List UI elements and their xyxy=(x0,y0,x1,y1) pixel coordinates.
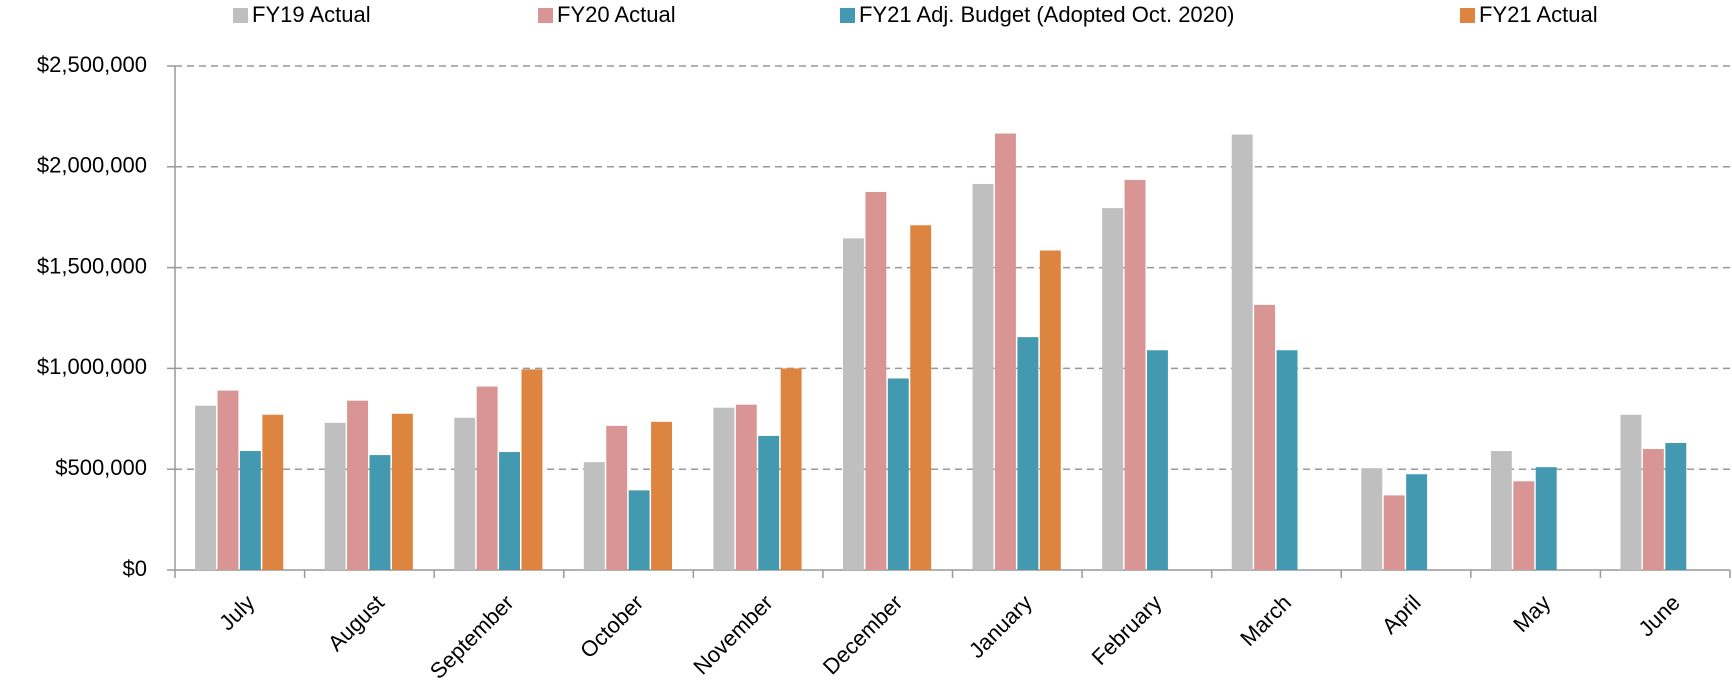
x-tick-label: August xyxy=(323,590,389,656)
bar xyxy=(499,452,521,570)
x-tick-label: December xyxy=(818,590,907,679)
bar xyxy=(780,368,802,570)
bar xyxy=(1620,414,1642,570)
y-tick-label: $0 xyxy=(123,556,147,581)
bar xyxy=(606,425,628,570)
bar xyxy=(369,455,391,570)
bar xyxy=(1147,350,1168,570)
x-tick-label: January xyxy=(964,590,1037,663)
bar xyxy=(347,400,369,570)
bar xyxy=(713,407,735,570)
x-tick-label: July xyxy=(214,590,259,635)
bar xyxy=(972,183,994,570)
bar xyxy=(476,386,498,570)
legend-label: FY19 Actual xyxy=(252,2,371,27)
legend-swatch xyxy=(538,8,553,23)
x-tick-label: November xyxy=(688,590,777,679)
bar xyxy=(1254,304,1276,570)
legend-swatch xyxy=(1460,8,1475,23)
bar xyxy=(521,369,543,570)
bar xyxy=(239,451,261,570)
bar xyxy=(1665,442,1687,570)
bar xyxy=(1361,468,1383,570)
bar xyxy=(391,413,413,570)
legend-label: FY21 Adj. Budget (Adopted Oct. 2020) xyxy=(859,2,1234,27)
bar xyxy=(1231,134,1253,570)
legend-label: FY20 Actual xyxy=(557,2,676,27)
bar xyxy=(324,422,346,570)
bar xyxy=(843,238,864,571)
bar xyxy=(262,414,284,570)
bar xyxy=(1642,449,1664,570)
x-tick-label: October xyxy=(575,590,648,663)
legend-swatch xyxy=(840,8,855,23)
y-tick-label: $2,000,000 xyxy=(37,153,147,178)
y-tick-label: $1,000,000 xyxy=(37,354,147,379)
x-tick-label: February xyxy=(1087,590,1167,670)
bar xyxy=(217,390,239,570)
bar xyxy=(651,421,673,570)
bar xyxy=(195,405,217,570)
bar xyxy=(1406,474,1428,570)
bar xyxy=(1276,350,1298,570)
bar xyxy=(1102,208,1124,571)
y-tick-label: $2,500,000 xyxy=(37,52,147,77)
bar xyxy=(1535,467,1557,570)
bar xyxy=(995,133,1016,570)
bar xyxy=(887,378,909,570)
bar xyxy=(1017,337,1039,570)
bar xyxy=(628,490,650,570)
x-tick-label: April xyxy=(1377,590,1426,639)
x-tick-label: May xyxy=(1508,590,1555,637)
x-tick-label: June xyxy=(1633,590,1684,641)
bar xyxy=(1124,179,1146,571)
y-tick-label: $1,500,000 xyxy=(37,253,147,278)
bar xyxy=(1383,495,1405,570)
bar xyxy=(583,462,605,570)
bar xyxy=(758,435,780,570)
bar xyxy=(865,192,887,570)
bar xyxy=(1490,451,1512,570)
x-tick-label: September xyxy=(425,590,519,684)
bar xyxy=(1039,250,1061,571)
x-tick-label: March xyxy=(1235,590,1296,651)
legend-swatch xyxy=(233,8,248,23)
bar xyxy=(454,417,476,570)
bar xyxy=(910,225,932,571)
bar xyxy=(1513,481,1535,570)
y-tick-label: $500,000 xyxy=(55,455,147,480)
bar xyxy=(735,404,757,570)
legend-label: FY21 Actual xyxy=(1479,2,1598,27)
